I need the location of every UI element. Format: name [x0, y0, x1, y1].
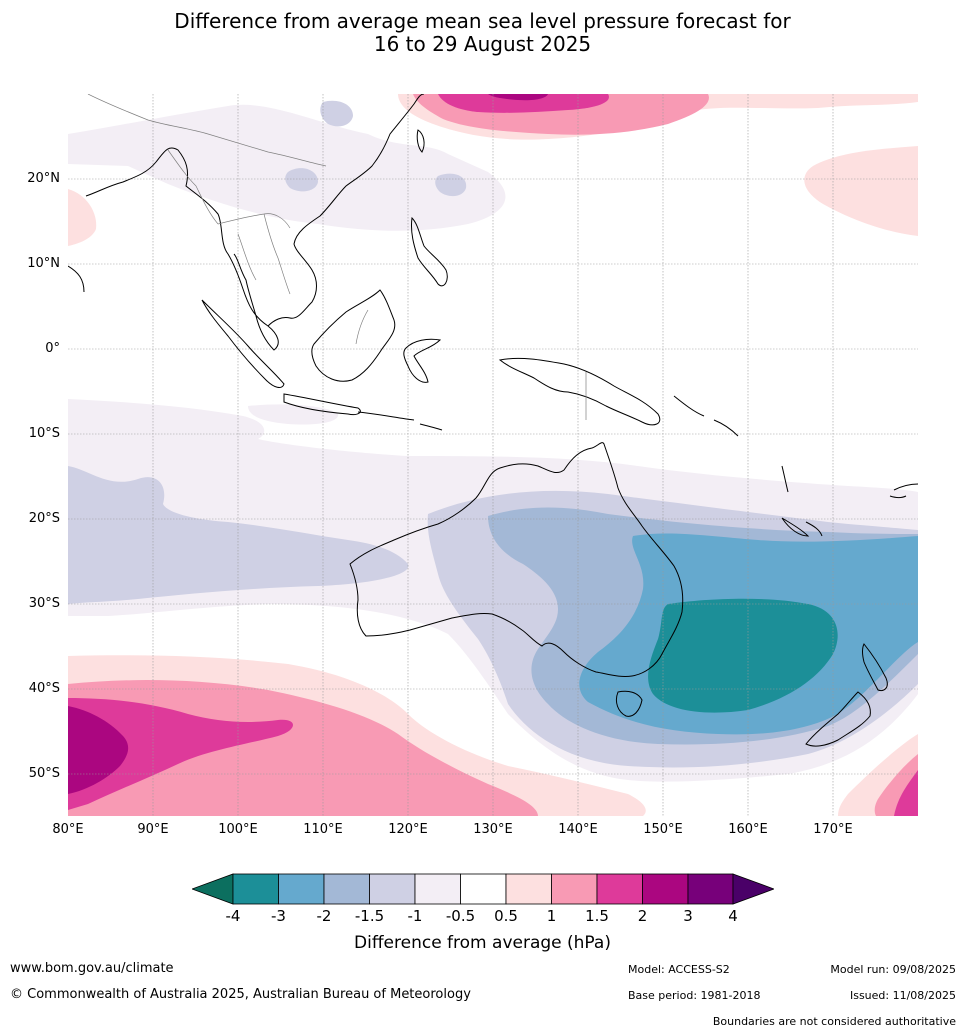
- lat-label-20N: 20°N: [27, 171, 60, 186]
- colorbar-swatch: [596, 873, 643, 905]
- lon-label-140E: 140°E: [558, 822, 598, 837]
- anomaly-region: [320, 100, 353, 127]
- coastlines: [68, 94, 918, 747]
- colorbar-tick: -0.5: [445, 907, 476, 925]
- anomaly-region: [285, 168, 318, 192]
- colorbar-swatch: [687, 873, 734, 905]
- graticule: [68, 94, 918, 816]
- anomaly-region: [488, 94, 548, 101]
- anomaly-region: [68, 104, 506, 231]
- lon-label-120E: 120°E: [388, 822, 428, 837]
- lat-label-50S: 50°S: [28, 766, 60, 781]
- anomaly-region: [894, 770, 918, 816]
- base-period: Base period: 1981-2018: [628, 989, 761, 1002]
- boundary-disclaimer: Boundaries are not considered authoritat…: [712, 1015, 956, 1028]
- anomaly-region: [68, 698, 293, 810]
- model-name: Model: ACCESS-S2: [628, 963, 730, 976]
- colorbar-swatch: [232, 873, 279, 905]
- legend-colorbar: [192, 873, 774, 905]
- lat-label-30S: 30°S: [28, 596, 60, 611]
- model-run-date: Model run: 09/08/2025: [830, 963, 956, 976]
- country-borders: [87, 94, 587, 420]
- pressure-anomaly-map: [68, 94, 918, 816]
- colorbar-extend-high: [732, 873, 774, 905]
- colorbar-tick: -4: [225, 907, 241, 925]
- anomaly-region: [68, 706, 129, 794]
- map-title-line1: Difference from average mean sea level p…: [174, 9, 791, 33]
- anomaly-region: [804, 146, 918, 236]
- lat-label-20S: 20°S: [28, 511, 60, 526]
- australia-coast: [349, 442, 684, 677]
- lon-label-100E: 100°E: [218, 822, 258, 837]
- bom-website-link[interactable]: www.bom.gov.au/climate: [10, 961, 174, 976]
- colorbar-swatch: [369, 873, 416, 905]
- colorbar-swatch: [460, 873, 507, 905]
- colorbar-tick: -1: [407, 907, 423, 925]
- colorbar-tick: -3: [271, 907, 286, 925]
- anomaly-region: [248, 404, 339, 425]
- colorbar-extend-low: [192, 873, 234, 905]
- colorbar-swatch: [642, 873, 689, 905]
- map-title: Difference from average mean sea level p…: [0, 10, 965, 56]
- colorbar-tick: -1.5: [354, 907, 385, 925]
- map-title-line2: 16 to 29 August 2025: [373, 32, 592, 56]
- colorbar-swatch: [414, 873, 461, 905]
- anomaly-region: [68, 189, 97, 246]
- lat-label-10S: 10°S: [28, 426, 60, 441]
- colorbar-tick: 1.5: [585, 907, 609, 925]
- anomaly-region: [438, 94, 609, 113]
- colorbar-tick: 0.5: [494, 907, 518, 925]
- colorbar-swatch: [278, 873, 325, 905]
- colorbar-tick: 4: [728, 907, 738, 925]
- issued-date: Issued: 11/08/2025: [849, 989, 956, 1002]
- colorbar-title: Difference from average (hPa): [354, 933, 611, 953]
- copyright-text: © Commonwealth of Australia 2025, Austra…: [10, 987, 471, 1002]
- colorbar-swatch: [505, 873, 552, 905]
- colorbar-tick: 1: [546, 907, 557, 925]
- colorbar-tick: 3: [683, 907, 693, 925]
- lon-label-160E: 160°E: [728, 822, 768, 837]
- anomaly-region: [648, 598, 838, 713]
- lat-label-10N: 10°N: [27, 256, 60, 271]
- lon-label-80E: 80°E: [52, 822, 84, 837]
- lon-label-110E: 110°E: [303, 822, 343, 837]
- colorbar-tick: -2: [316, 907, 332, 925]
- lon-label-90E: 90°E: [137, 822, 169, 837]
- lon-label-170E: 170°E: [813, 822, 853, 837]
- lat-label-0: 0°: [45, 341, 60, 356]
- colorbar-swatch: [551, 873, 598, 905]
- colorbar-swatch: [323, 873, 370, 905]
- colorbar-tick: 2: [637, 907, 648, 925]
- lon-label-130E: 130°E: [473, 822, 513, 837]
- lat-label-40S: 40°S: [28, 681, 60, 696]
- lon-label-150E: 150°E: [643, 822, 683, 837]
